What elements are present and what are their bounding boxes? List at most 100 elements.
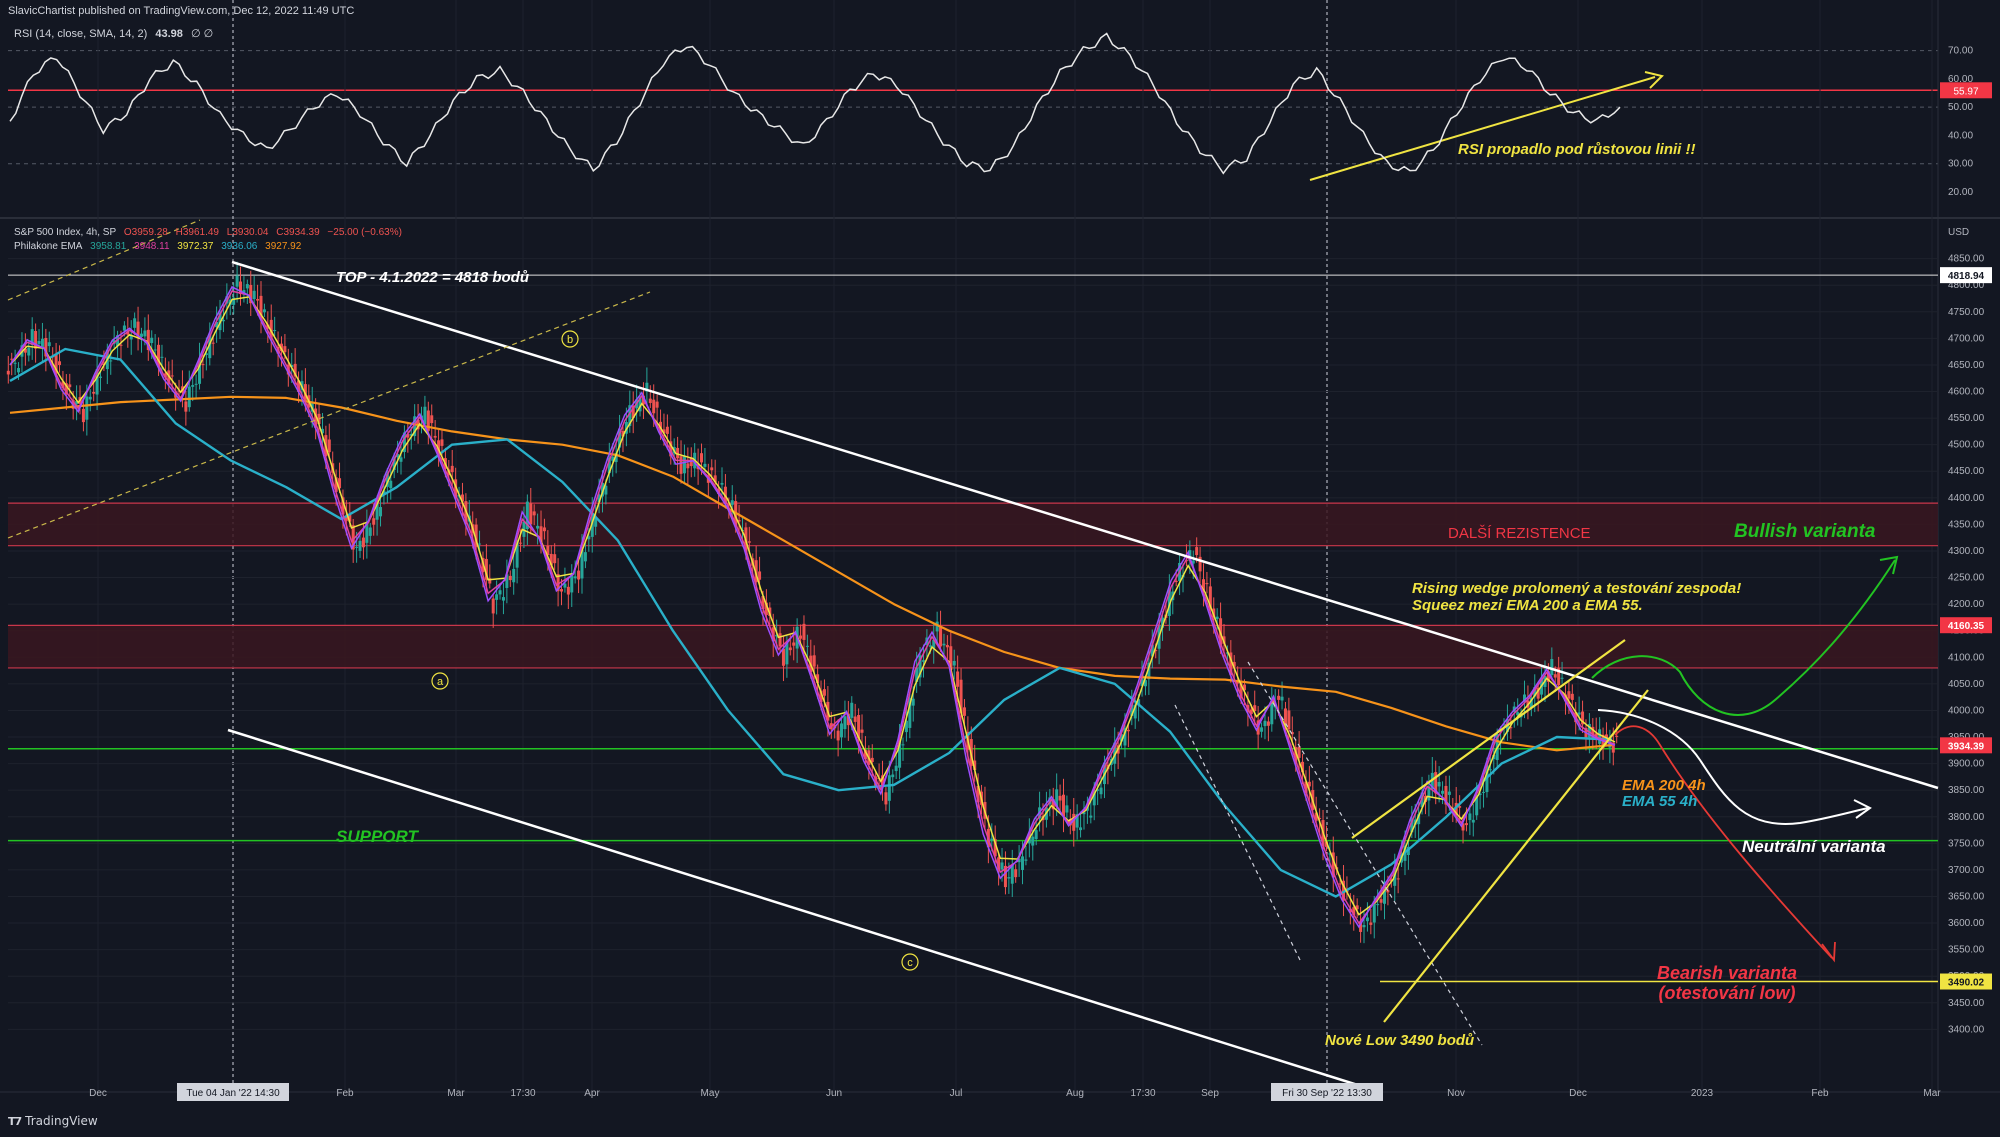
ema200-label: EMA 200 4h [1622, 777, 1706, 794]
ema-legend-label: Philakone EMA [14, 241, 83, 252]
candle-body [1328, 853, 1332, 855]
candle-body [1362, 925, 1366, 928]
candle-body [799, 635, 803, 639]
candle-body [1475, 794, 1479, 816]
candle-body [836, 730, 840, 741]
y-tick-label: 3750.00 [1948, 838, 1985, 849]
candle-body [993, 839, 997, 857]
candle-body [208, 334, 212, 359]
rsi-legend-value: 43.98 [155, 28, 183, 40]
candle-body [252, 290, 256, 300]
support-label: SUPPORT [336, 827, 419, 846]
bearish-label-2: (otestování low) [1658, 983, 1795, 1003]
bearish-path [1614, 725, 1833, 959]
top-annotation: TOP - 4.1.2022 = 4818 bodů [336, 269, 529, 286]
candle-body [1161, 617, 1165, 628]
candle-body [949, 646, 953, 671]
candle-body [1441, 790, 1445, 794]
candle-body [1133, 704, 1137, 719]
candle-body [792, 642, 796, 646]
candle-body [290, 365, 294, 368]
rsi-trendline-arrow [1644, 71, 1664, 89]
x-tick-label: Mar [1923, 1088, 1941, 1099]
candle-body [344, 515, 348, 521]
candle-body [1137, 699, 1141, 706]
candle-body [505, 574, 509, 588]
candle-body [1000, 862, 1004, 870]
candle-body [952, 660, 956, 666]
candle-body [95, 369, 99, 395]
candle-body [1297, 746, 1301, 758]
candle-body [857, 715, 861, 739]
candle-body [47, 342, 51, 347]
candle-body [1253, 705, 1257, 711]
candle-body [652, 399, 656, 414]
candle-body [621, 431, 625, 437]
candle-body [1236, 681, 1240, 684]
resistance-zone-lower [8, 625, 1938, 668]
candle-body [1437, 781, 1441, 787]
candle-body [1092, 790, 1096, 806]
candle-body [1082, 812, 1086, 815]
candle-body [747, 541, 751, 543]
candle-body [1014, 869, 1018, 878]
candle-body [785, 643, 789, 665]
candle-body [884, 792, 888, 805]
candle-body [1031, 836, 1035, 846]
rsi-series-line [9, 32, 1621, 175]
y-tick-label: 4050.00 [1948, 679, 1985, 690]
candle-body [1560, 677, 1564, 679]
candle-body [239, 281, 243, 295]
candle-body [600, 482, 604, 497]
tradingview-brand[interactable]: T7 TradingView [8, 1114, 98, 1128]
x-tick-label: Feb [1811, 1088, 1829, 1099]
candle-body [1195, 547, 1199, 556]
y-tick-label: 4850.00 [1948, 254, 1985, 265]
wedge-annotation-1: Rising wedge prolomený a testování zespo… [1412, 580, 1741, 597]
candle-body [655, 401, 659, 408]
candle-body [433, 435, 437, 438]
y-tick-label: 4400.00 [1948, 493, 1985, 504]
candle-body [88, 396, 92, 400]
candle-body [1461, 823, 1465, 831]
candle-body [262, 309, 266, 313]
candle-body [850, 702, 854, 718]
y-tick-label: 4300.00 [1948, 546, 1985, 557]
candle-body [594, 517, 598, 527]
candle-body [700, 453, 704, 463]
ema-fast-pink [9, 290, 1616, 925]
candle-body [1147, 662, 1151, 680]
candle-body [1301, 761, 1305, 773]
candle-body [1120, 734, 1124, 742]
candle-body [508, 575, 512, 581]
candle-body [819, 690, 823, 703]
tradingview-logo-icon: T7 [8, 1115, 22, 1128]
candle-body [85, 396, 89, 420]
candle-body [40, 338, 44, 348]
bearish-label-1: Bearish varianta [1657, 963, 1797, 983]
candle-body [915, 667, 919, 682]
candle-body [474, 524, 478, 547]
x-tick-label: Aug [1066, 1088, 1084, 1099]
axis-labels: Dec Tue 04 Jan '22 14:30 Feb Mar 17:30 Apr May… [89, 46, 1992, 1101]
candle-body [1434, 772, 1438, 794]
candle-body [764, 602, 768, 615]
candle-body [211, 342, 215, 344]
x-tick-label: 17:30 [510, 1088, 535, 1099]
rsi-marker-bg [1940, 82, 1992, 99]
candle-body [713, 475, 717, 483]
candle-body [1270, 700, 1274, 725]
candle-body [1396, 878, 1400, 880]
candle-body [34, 331, 38, 349]
candle-body [293, 363, 297, 377]
candle-body [235, 275, 239, 287]
candle-body [546, 545, 550, 556]
x-tick-label: Tue 04 Jan '22 14:30 [186, 1088, 280, 1099]
candle-body [61, 381, 65, 389]
candle-body [908, 698, 912, 728]
candle-body [614, 452, 618, 463]
candle-body [215, 321, 219, 328]
candle-body [1277, 695, 1281, 700]
candle-body [279, 343, 283, 352]
